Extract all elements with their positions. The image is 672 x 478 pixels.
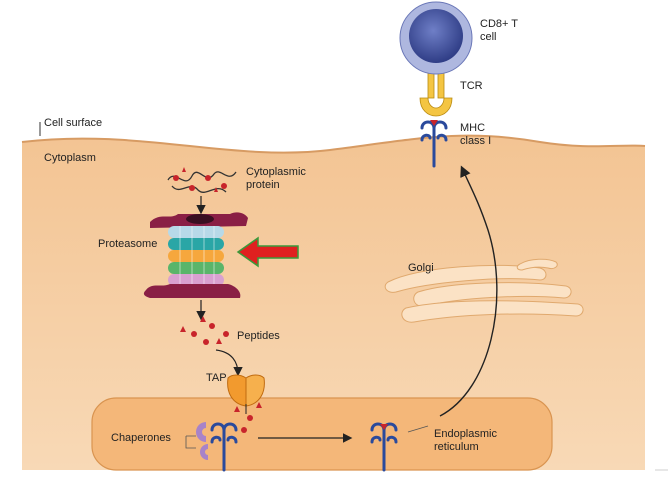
transport-arrow [439, 165, 498, 417]
golgi-label: Golgi [408, 262, 434, 274]
cd8-t-cell-icon [399, 1, 473, 75]
tap-icon [227, 374, 265, 407]
cytoplasmic-protein-label: Cytoplasmic protein [246, 166, 306, 191]
tcr-label: TCR [460, 80, 483, 92]
proteasome-icon [143, 212, 248, 298]
highlight-arrow [236, 236, 299, 268]
proteasome-label: Proteasome [98, 238, 158, 250]
mhc-class-i-icon-surface [420, 120, 448, 168]
cytoplasm-label: Cytoplasm [44, 152, 96, 164]
chaperones-icon [196, 422, 208, 460]
peptides-label: Peptides [237, 330, 280, 342]
mhc-class-i-icon-er-left [210, 422, 238, 472]
mhc-class-i-label: MHC class I [460, 122, 492, 147]
cell-membrane [21, 134, 646, 154]
tcr-icon [419, 67, 453, 117]
chaperones-label: Chaperones [111, 432, 171, 444]
cytoplasmic-protein-icon [167, 167, 237, 193]
cd8-t-cell-label: CD8+ T cell [480, 18, 518, 43]
peptides-icon [180, 316, 229, 345]
endoplasmic-reticulum [91, 397, 553, 471]
tap-label: TAP [206, 372, 227, 384]
cell-surface-label: Cell surface [44, 117, 103, 129]
endoplasmic-reticulum-label: Endoplasmic reticulum [434, 428, 497, 453]
golgi-apparatus [384, 258, 584, 323]
